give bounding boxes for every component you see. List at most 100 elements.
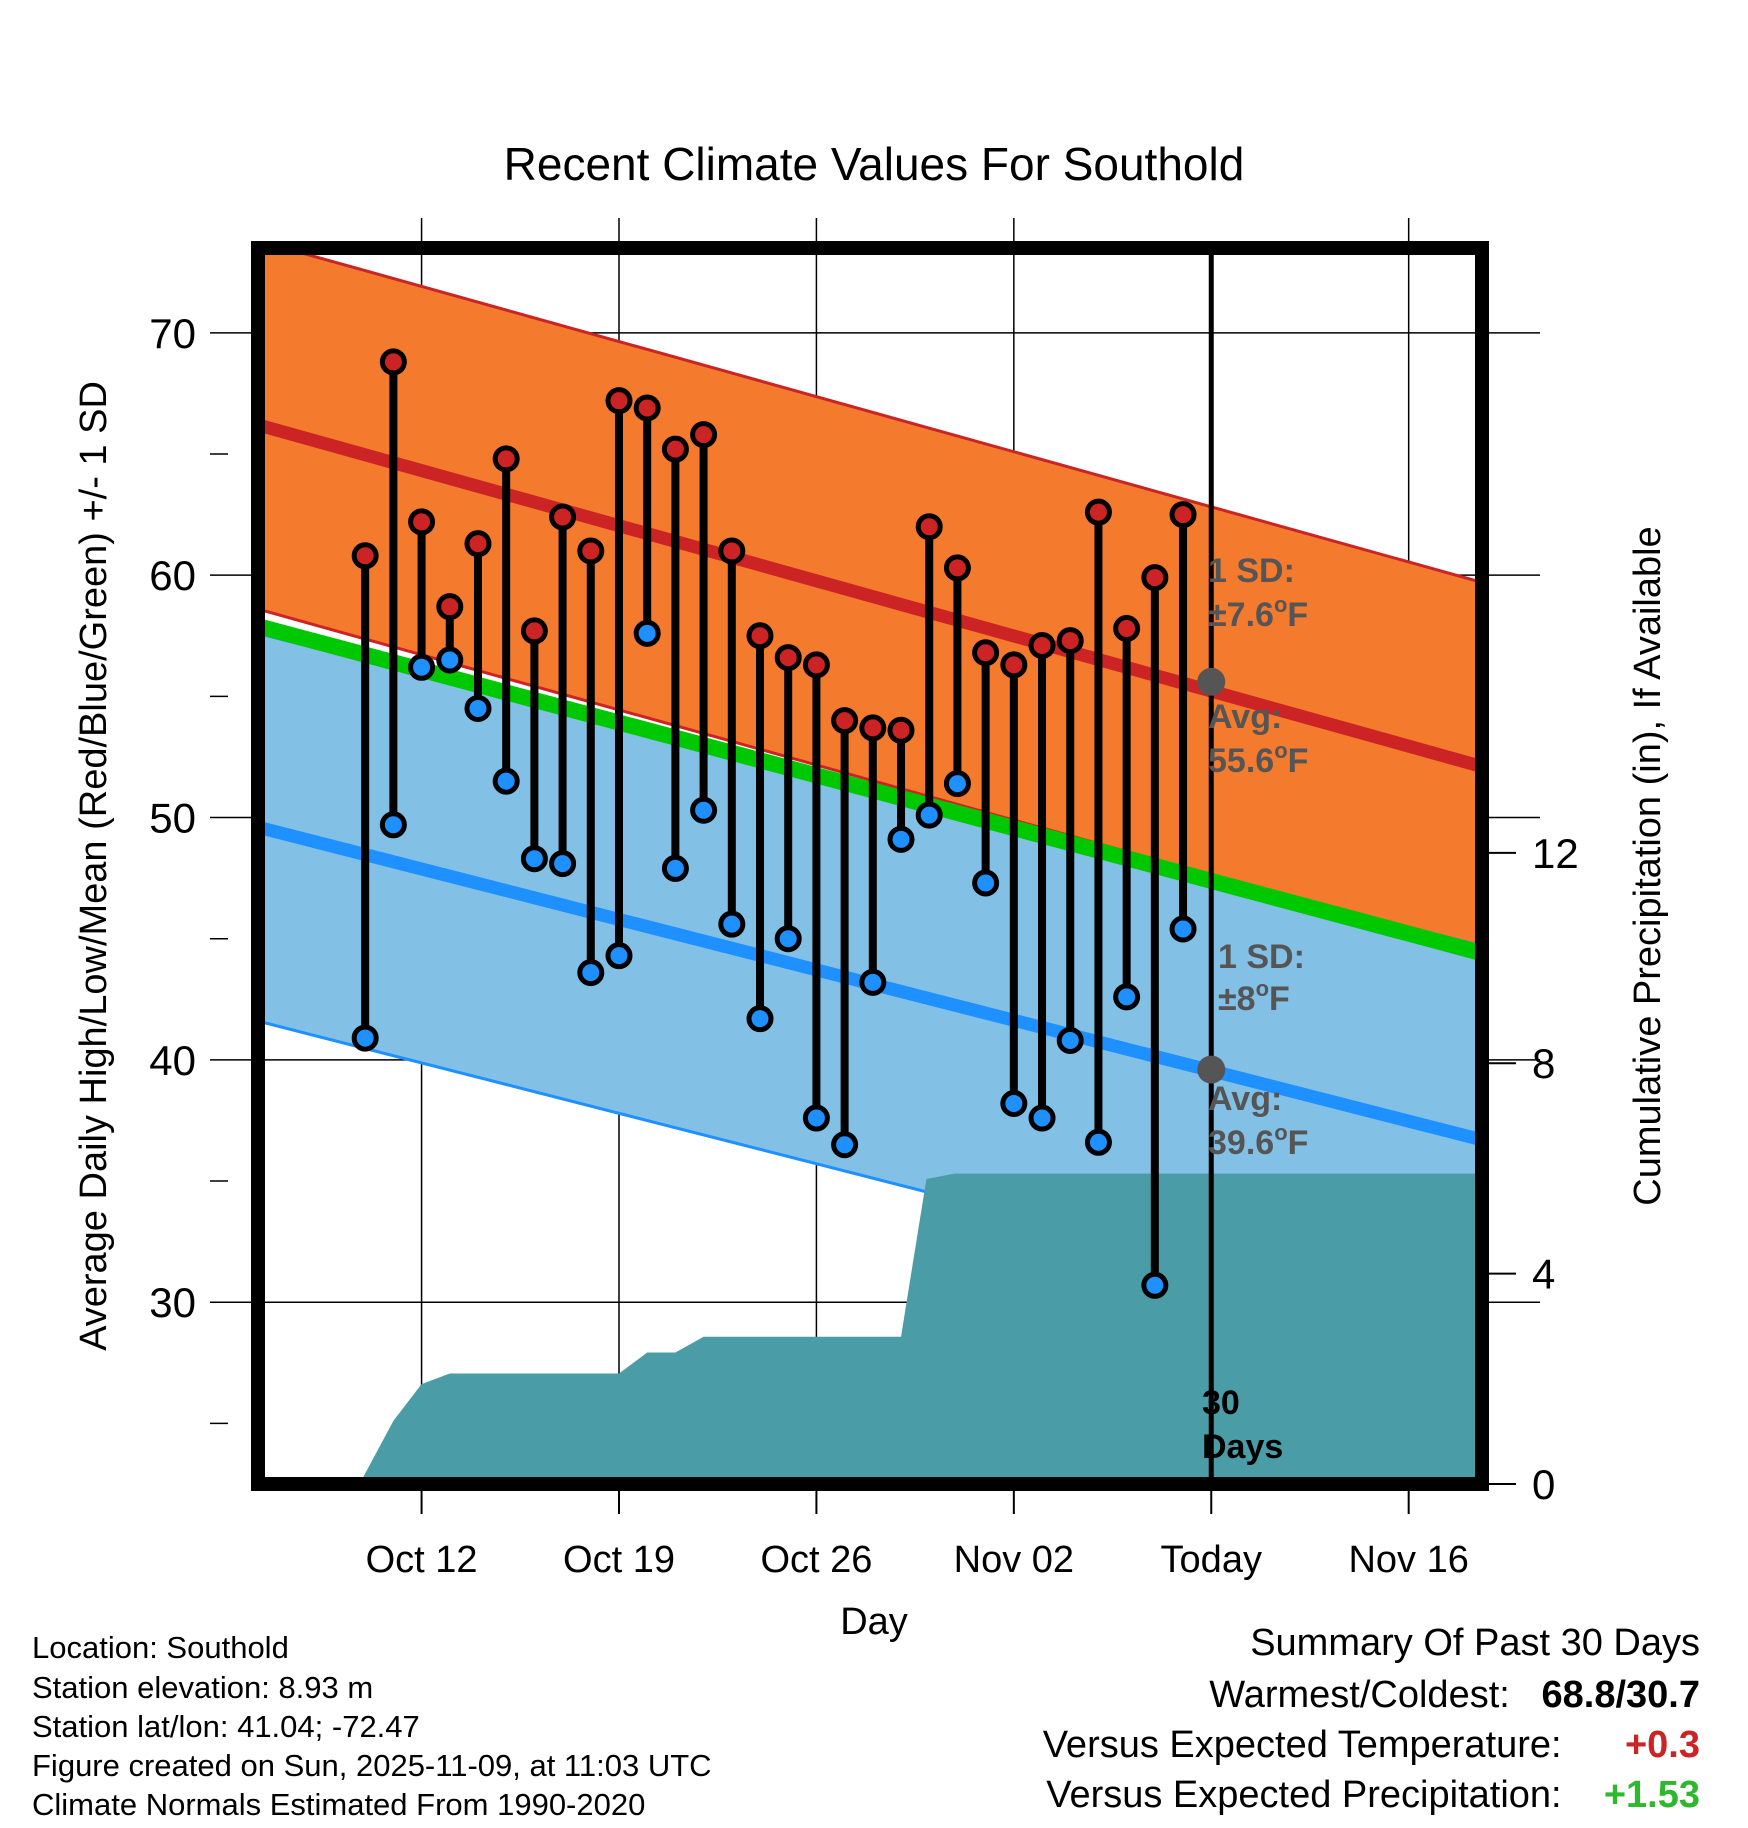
high-point bbox=[915, 513, 943, 541]
low-point bbox=[549, 850, 577, 878]
high-sd-value: ±7.6oF bbox=[1208, 592, 1308, 634]
high-point bbox=[1000, 651, 1028, 679]
low-point bbox=[605, 942, 633, 970]
summary-heading: Summary Of Past 30 Days bbox=[1250, 1622, 1700, 1664]
high-point bbox=[972, 639, 1000, 667]
high-point bbox=[1056, 627, 1084, 655]
high-avg-value: 55.6oF bbox=[1208, 738, 1308, 780]
high-point bbox=[887, 716, 915, 744]
warmest-value: 68.8/30.7 bbox=[1541, 1674, 1700, 1716]
y-axis-label-right: Cumulative Precipitation (in), If Availa… bbox=[1627, 526, 1669, 1205]
chart-title: Recent Climate Values For Southold bbox=[504, 138, 1245, 190]
precip-value: +1.53 bbox=[1603, 1774, 1700, 1816]
low-point bbox=[972, 869, 1000, 897]
y-axis-label-left: Average Daily High/Low/Mean (Red/Blue/Gr… bbox=[73, 381, 115, 1351]
low-point bbox=[690, 796, 718, 824]
high-point bbox=[379, 348, 407, 376]
low-point bbox=[1056, 1026, 1084, 1054]
y-right-tick-label: 8 bbox=[1532, 1040, 1555, 1087]
high-point bbox=[633, 394, 661, 422]
high-sd-label: 1 SD: bbox=[1208, 552, 1295, 590]
low-point bbox=[492, 767, 520, 795]
high-point bbox=[408, 508, 436, 536]
x-tick-label: Nov 16 bbox=[1348, 1539, 1468, 1581]
high-point bbox=[492, 445, 520, 473]
high-point bbox=[1028, 631, 1056, 659]
precip-label: Versus Expected Precipitation: bbox=[1046, 1774, 1562, 1816]
low-point bbox=[408, 653, 436, 681]
y-tick-label: 60 bbox=[149, 552, 196, 599]
high-point bbox=[774, 644, 802, 672]
low-point bbox=[464, 694, 492, 722]
today-low-avg-dot bbox=[1197, 1055, 1226, 1084]
high-point bbox=[549, 503, 577, 531]
high-point bbox=[661, 435, 689, 463]
high-point bbox=[831, 707, 859, 735]
low-point bbox=[802, 1104, 830, 1132]
plot-frame bbox=[251, 241, 1489, 1491]
low-point bbox=[859, 968, 887, 996]
high-point bbox=[520, 617, 548, 645]
x-tick-label: Oct 26 bbox=[760, 1539, 872, 1581]
elevation-line: Station elevation: 8.93 m bbox=[32, 1670, 374, 1705]
created-line: Figure created on Sun, 2025-11-09, at 11… bbox=[32, 1748, 712, 1783]
warmest-coldest-row: Warmest/Coldest: 68.8/30.7 bbox=[1209, 1674, 1700, 1717]
low-point bbox=[379, 811, 407, 839]
temp-label: Versus Expected Temperature: bbox=[1042, 1724, 1562, 1766]
low-avg-label: Avg: bbox=[1208, 1080, 1282, 1118]
low-point bbox=[577, 959, 605, 987]
precip-area-fill bbox=[359, 1173, 1482, 1484]
low-point bbox=[915, 801, 943, 829]
x-axis-label: Day bbox=[840, 1601, 908, 1643]
high-point bbox=[1169, 501, 1197, 529]
precip-area bbox=[359, 1173, 1482, 1484]
x-tick-label: Nov 02 bbox=[954, 1539, 1074, 1581]
x-tick-label: Oct 19 bbox=[563, 1539, 675, 1581]
low-point bbox=[746, 1005, 774, 1033]
high-point bbox=[943, 554, 971, 582]
y-tick-label: 30 bbox=[149, 1279, 196, 1326]
latlon-line: Station lat/lon: 41.04; -72.47 bbox=[32, 1709, 420, 1744]
y-right-tick-label: 12 bbox=[1532, 830, 1579, 877]
daily-bars bbox=[351, 348, 1197, 1299]
temp-value: +0.3 bbox=[1624, 1724, 1700, 1766]
axes: 30 40 50 60 70 0 4 8 12 Oct 12 Oct 19 Oct 26 Nov 02 T… bbox=[149, 310, 1578, 1581]
high-avg-label: Avg: bbox=[1208, 698, 1282, 736]
high-point bbox=[351, 542, 379, 570]
low-point bbox=[661, 854, 689, 882]
low-sd-value: ±8oF bbox=[1218, 976, 1290, 1018]
high-point bbox=[577, 537, 605, 565]
location-line: Location: Southold bbox=[32, 1630, 289, 1665]
high-point bbox=[605, 387, 633, 415]
high-point bbox=[1084, 498, 1112, 526]
high-band-upper-edge bbox=[278, 248, 1482, 584]
high-point bbox=[1113, 614, 1141, 642]
warmest-label: Warmest/Coldest: bbox=[1209, 1674, 1510, 1716]
low-point bbox=[633, 619, 661, 647]
low-point bbox=[351, 1024, 379, 1052]
low-point bbox=[831, 1131, 859, 1159]
x-tick-label: Oct 12 bbox=[366, 1539, 478, 1581]
precip-vs-expected-row: Versus Expected Precipitation: +1.53 bbox=[1046, 1774, 1700, 1817]
high-point bbox=[746, 622, 774, 650]
y-tick-label: 50 bbox=[149, 795, 196, 842]
y-right-tick-label: 0 bbox=[1532, 1461, 1555, 1508]
low-point bbox=[943, 770, 971, 798]
low-sd-label: 1 SD: bbox=[1218, 938, 1305, 976]
high-point bbox=[436, 593, 464, 621]
high-point bbox=[1141, 564, 1169, 592]
y-tick-label: 70 bbox=[149, 310, 196, 357]
high-point bbox=[690, 421, 718, 449]
low-point bbox=[1028, 1104, 1056, 1132]
low-point bbox=[1141, 1271, 1169, 1299]
x-tick-label: Today bbox=[1161, 1539, 1262, 1581]
high-point bbox=[464, 530, 492, 558]
low-point bbox=[1113, 983, 1141, 1011]
y-right-tick-label: 4 bbox=[1532, 1251, 1555, 1298]
low-point bbox=[774, 925, 802, 953]
high-point bbox=[859, 714, 887, 742]
low-point bbox=[520, 845, 548, 873]
avg-high-line bbox=[258, 418, 1482, 773]
low-point bbox=[718, 910, 746, 938]
